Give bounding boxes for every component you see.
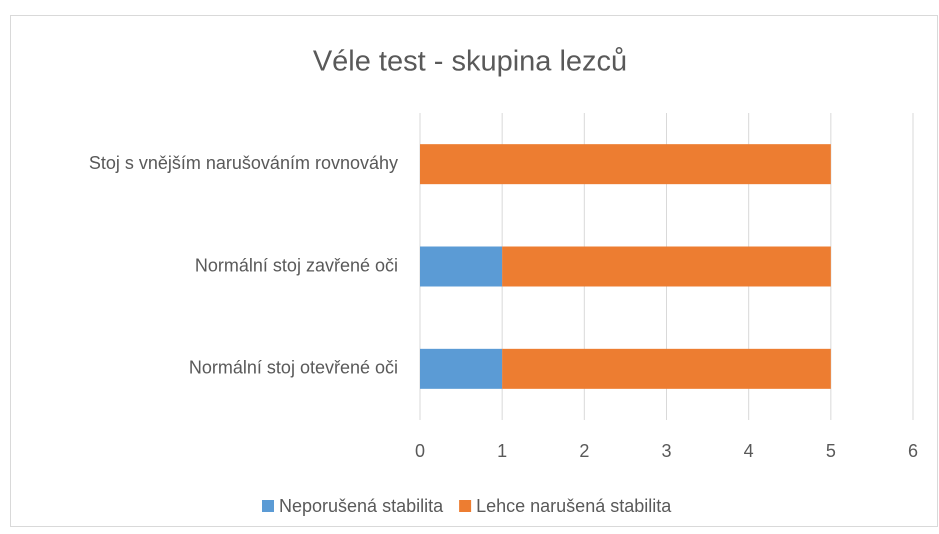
y-tick-label: Stoj s vnějším narušováním rovnováhy [89, 153, 398, 173]
legend-label: Lehce narušená stabilita [476, 496, 672, 516]
x-tick-label: 6 [908, 441, 918, 461]
chart-title: Véle test - skupina lezců [313, 46, 627, 78]
x-tick-label: 4 [744, 441, 754, 461]
bar [420, 348, 503, 389]
x-tick-label: 2 [579, 441, 589, 461]
bar [502, 246, 831, 287]
x-tick-label: 5 [826, 441, 836, 461]
legend-swatch [262, 500, 274, 512]
x-tick-label: 3 [661, 441, 671, 461]
legend-swatch [459, 500, 472, 512]
bar [420, 246, 503, 287]
bar [420, 144, 831, 185]
bar [502, 348, 831, 389]
y-tick-label: Normální stoj otevřené oči [189, 358, 398, 378]
x-tick-label: 1 [497, 441, 507, 461]
y-tick-label: Normální stoj zavřené oči [195, 255, 398, 275]
legend-label: Neporušená stabilita [279, 496, 444, 516]
x-tick-label: 0 [415, 441, 425, 461]
